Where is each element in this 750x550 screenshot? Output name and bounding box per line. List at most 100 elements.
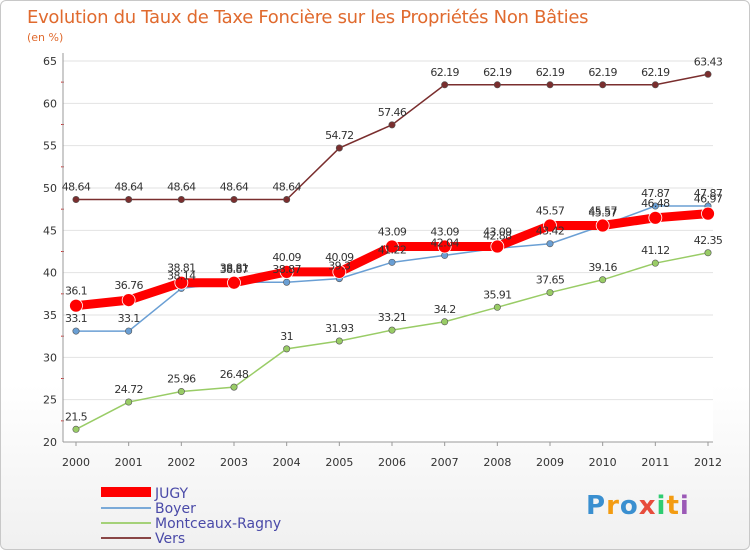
data-point-montceaux-ragny xyxy=(283,345,291,353)
data-point-boyer xyxy=(72,327,80,335)
data-label: 48.64 xyxy=(114,181,143,194)
data-label: 40.09 xyxy=(325,251,354,264)
data-label: 45.57 xyxy=(588,205,617,218)
data-label: 43.09 xyxy=(483,226,512,239)
data-point-montceaux-ragny xyxy=(230,383,238,391)
data-point-vers xyxy=(230,196,238,204)
data-point-montceaux-ragny xyxy=(651,259,659,267)
data-label: 57.46 xyxy=(378,106,407,119)
data-point-boyer xyxy=(125,327,133,335)
x-tick-label: 2008 xyxy=(483,456,511,469)
data-label: 62.19 xyxy=(430,66,459,79)
y-tick-label: 25 xyxy=(43,394,57,407)
logo-letter: r xyxy=(606,491,620,521)
data-label: 21.5 xyxy=(65,410,88,423)
data-label: 48.64 xyxy=(272,181,301,194)
data-label: 63.43 xyxy=(694,55,723,68)
data-point-boyer xyxy=(546,240,554,248)
data-label: 39.3 xyxy=(328,260,351,273)
data-label: 43.42 xyxy=(536,225,565,238)
data-label: 62.19 xyxy=(588,66,617,79)
data-point-montceaux-ragny xyxy=(493,303,501,311)
x-tick-label: 2001 xyxy=(115,456,143,469)
data-label: 38.87 xyxy=(272,263,301,276)
data-point-montceaux-ragny xyxy=(546,289,554,297)
data-point-montceaux-ragny xyxy=(388,326,396,334)
data-point-montceaux-ragny xyxy=(72,425,80,433)
data-label: 48.64 xyxy=(167,181,196,194)
data-label: 41.12 xyxy=(641,244,670,257)
data-label: 42.35 xyxy=(694,234,723,247)
data-point-vers xyxy=(72,196,80,204)
data-point-vers xyxy=(493,81,501,89)
data-label: 38.81 xyxy=(220,262,249,275)
y-tick-label: 55 xyxy=(43,140,57,153)
data-point-jugy xyxy=(279,265,294,279)
data-label: 46.97 xyxy=(694,193,723,206)
x-tick-label: 2010 xyxy=(589,456,617,469)
data-label: 35.91 xyxy=(483,288,512,301)
data-point-jugy xyxy=(174,275,189,290)
logo-letter: x xyxy=(638,491,657,521)
data-label: 42.04 xyxy=(430,236,459,249)
logo-letter: o xyxy=(619,491,639,521)
legend-label-jugy: JUGY xyxy=(154,486,189,502)
data-point-vers xyxy=(599,81,607,89)
data-label: 26.48 xyxy=(220,368,249,381)
x-tick-label: 2007 xyxy=(431,456,459,469)
data-point-vers xyxy=(177,196,185,204)
data-label: 43.09 xyxy=(430,226,459,239)
data-label: 41.22 xyxy=(378,243,407,256)
data-label: 38.81 xyxy=(167,262,196,275)
data-point-vers xyxy=(546,81,554,89)
data-label: 25.96 xyxy=(167,373,196,386)
data-label: 47.87 xyxy=(694,187,723,200)
x-tick-label: 2003 xyxy=(220,456,248,469)
data-label: 40.09 xyxy=(272,251,301,264)
data-point-vers xyxy=(283,196,291,204)
y-tick-label: 40 xyxy=(43,267,57,280)
data-point-montceaux-ragny xyxy=(335,337,343,345)
data-point-boyer xyxy=(651,202,659,210)
logo-letter: i xyxy=(656,491,667,521)
x-tick-label: 2002 xyxy=(167,456,195,469)
x-tick-label: 2000 xyxy=(62,456,90,469)
data-label: 39.16 xyxy=(588,261,617,274)
x-tick-label: 2011 xyxy=(641,456,669,469)
y-tick-label: 60 xyxy=(43,97,57,110)
data-label: 42.88 xyxy=(483,229,512,242)
data-point-jugy xyxy=(227,275,241,290)
data-point-vers xyxy=(704,70,712,78)
y-tick-label: 45 xyxy=(43,224,57,237)
data-point-jugy xyxy=(701,206,715,221)
data-label: 31.93 xyxy=(325,322,354,335)
legend-label-montceaux-ragny: Montceaux-Ragny xyxy=(155,516,281,532)
data-label: 33.21 xyxy=(378,311,407,324)
data-point-jugy xyxy=(543,218,557,233)
data-point-vers xyxy=(388,121,396,129)
data-label: 62.19 xyxy=(641,66,670,79)
legend-label-boyer: Boyer xyxy=(155,501,196,517)
data-point-vers xyxy=(441,81,449,89)
data-point-jugy xyxy=(332,265,347,279)
data-point-vers xyxy=(651,81,659,89)
chart-title: Evolution du Taux de Taxe Foncière sur l… xyxy=(27,7,589,28)
data-label: 33.1 xyxy=(65,312,87,325)
legend-label-vers: Vers xyxy=(155,531,185,547)
y-tick-label: 20 xyxy=(43,436,57,449)
data-label: 45.57 xyxy=(588,207,617,220)
y-tick-label: 65 xyxy=(43,55,57,68)
data-label: 36.76 xyxy=(114,279,143,292)
data-label: 31 xyxy=(280,330,293,343)
data-point-jugy xyxy=(121,293,136,307)
data-label: 33.1 xyxy=(118,312,140,325)
data-label: 43.09 xyxy=(378,226,407,239)
data-point-vers xyxy=(125,196,133,204)
data-label: 38.87 xyxy=(220,263,249,276)
x-tick-label: 2012 xyxy=(694,456,722,469)
data-label: 48.64 xyxy=(220,181,249,194)
logo-letter: t xyxy=(666,491,680,521)
logo-letter: P xyxy=(586,491,607,521)
